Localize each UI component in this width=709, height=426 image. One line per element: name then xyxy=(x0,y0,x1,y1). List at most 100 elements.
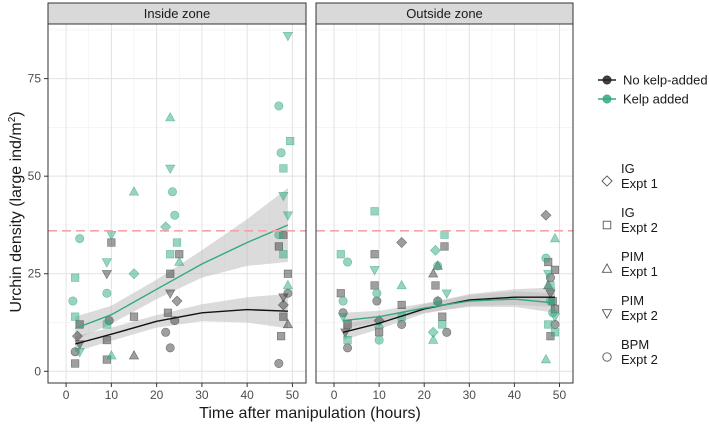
point-kelp xyxy=(543,270,554,280)
point-kelp xyxy=(166,250,175,259)
point-no-kelp xyxy=(370,250,379,259)
point-kelp xyxy=(165,164,176,175)
legend-shape-label-line2: Expt 1 xyxy=(621,264,658,279)
point-kelp xyxy=(172,238,182,247)
point-no-kelp xyxy=(165,343,175,353)
y-tick-label: 0 xyxy=(34,364,41,378)
point-kelp xyxy=(71,312,80,321)
x-tick-label: 30 xyxy=(463,388,477,402)
point-kelp xyxy=(101,258,112,268)
point-kelp xyxy=(336,250,345,259)
point-kelp xyxy=(433,261,443,271)
point-no-kelp xyxy=(165,289,176,299)
point-no-kelp xyxy=(71,359,80,368)
point-no-kelp xyxy=(171,295,183,307)
point-kelp xyxy=(440,230,449,239)
x-tick-label: 40 xyxy=(240,388,254,402)
point-kelp xyxy=(282,279,294,290)
point-no-kelp xyxy=(540,209,552,221)
legend-shape-label-line2: Expt 2 xyxy=(621,220,658,235)
legend-shape-label-line1: PIM xyxy=(621,293,644,308)
point-no-kelp xyxy=(274,242,283,251)
x-tick-label: 20 xyxy=(150,388,164,402)
point-kelp xyxy=(71,273,80,282)
legend-shape-label-line2: Expt 1 xyxy=(621,176,658,191)
point-no-kelp xyxy=(545,289,556,299)
smooth-line-kelp xyxy=(74,224,289,330)
point-no-kelp xyxy=(166,269,175,278)
point-no-kelp xyxy=(442,327,452,337)
point-no-kelp xyxy=(440,242,449,251)
point-no-kelp xyxy=(431,281,440,290)
smooth-line-kelp xyxy=(343,298,556,322)
point-kelp xyxy=(282,32,294,42)
point-no-kelp xyxy=(282,318,294,329)
point-kelp xyxy=(428,334,439,344)
point-no-kelp xyxy=(397,300,406,310)
point-kelp xyxy=(338,296,348,306)
point-kelp xyxy=(274,101,284,111)
x-axis-label: Time after manipulation (hours) xyxy=(199,405,421,422)
point-no-kelp xyxy=(277,332,286,341)
panel-border xyxy=(315,23,574,384)
point-no-kelp xyxy=(129,312,139,321)
point-kelp xyxy=(286,136,295,146)
point-kelp xyxy=(170,210,180,220)
legend-shape-label-line1: BPM xyxy=(621,337,649,352)
panel-outside-zone: Outside zone 0 10 20 30 40 50 xyxy=(315,2,574,402)
point-kelp xyxy=(370,207,379,216)
point-kelp xyxy=(540,353,552,364)
point-kelp xyxy=(68,296,78,306)
point-no-kelp xyxy=(279,312,288,321)
y-tick-label: 50 xyxy=(28,169,42,183)
point-no-kelp xyxy=(370,281,379,290)
point-kelp xyxy=(549,232,561,243)
facet-strip-label: Inside zone xyxy=(144,6,211,21)
x-tick-label: 20 xyxy=(418,388,432,402)
point-kelp xyxy=(337,313,349,323)
point-no-kelp xyxy=(277,299,289,311)
point-kelp xyxy=(438,320,447,329)
point-kelp xyxy=(279,164,288,173)
point-kelp xyxy=(274,230,284,240)
point-kelp xyxy=(541,253,551,263)
point-no-kelp xyxy=(102,335,111,345)
point-kelp xyxy=(343,335,352,345)
y-tick-label: 25 xyxy=(28,267,42,281)
point-kelp xyxy=(545,296,555,306)
point-kelp xyxy=(544,320,553,329)
point-no-kelp xyxy=(161,327,171,337)
x-tick-label: 10 xyxy=(372,388,386,402)
point-kelp xyxy=(276,148,286,158)
point-no-kelp xyxy=(428,268,439,278)
legend-shape-label-line2: Expt 2 xyxy=(621,308,658,323)
point-no-kelp xyxy=(101,270,112,280)
point-kelp xyxy=(128,268,140,280)
facet-panels: Inside zone 0 10 20 30 40 50 0 25 50 75 Outside zon… xyxy=(28,2,574,402)
legend-series-label: Kelp added xyxy=(623,92,689,107)
point-kelp xyxy=(374,335,384,345)
y-tick-label: 75 xyxy=(28,72,42,86)
legend-shape-label-line2: Expt 2 xyxy=(621,352,658,367)
legend-shape-label-line1: IG xyxy=(621,205,635,220)
legend-shape-circle xyxy=(602,352,612,362)
legend-shape-triangle-down xyxy=(601,309,613,319)
point-kelp xyxy=(372,288,382,298)
point-kelp xyxy=(396,279,407,290)
y-axis-label-close: ) xyxy=(8,111,25,116)
x-tick-label: 0 xyxy=(63,388,70,402)
confidence-band-no-kelp xyxy=(75,294,288,352)
legend-shape-diamond xyxy=(601,175,613,187)
point-no-kelp xyxy=(372,296,382,306)
point-kelp xyxy=(546,281,555,290)
point-kelp xyxy=(550,328,560,337)
point-kelp xyxy=(432,295,443,305)
point-kelp xyxy=(75,234,85,244)
point-no-kelp xyxy=(343,343,353,353)
point-no-kelp xyxy=(283,269,292,278)
point-kelp xyxy=(548,308,558,318)
point-kelp xyxy=(441,289,452,299)
point-kelp xyxy=(102,288,112,298)
